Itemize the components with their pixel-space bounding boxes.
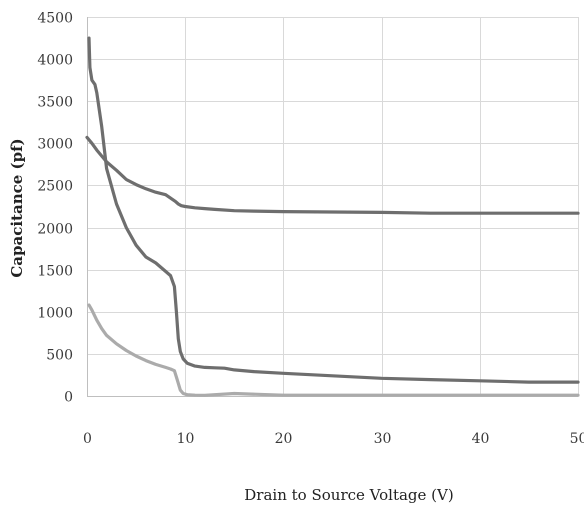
y-tick-label: 1000 — [37, 306, 73, 322]
tick-labels: 0 500 1000 1500 2000 2500 3000 3500 4000 4500 0 10 2… — [37, 11, 584, 448]
series-line-1 — [85, 135, 580, 215]
y-tick-label: 0 — [64, 390, 73, 406]
grid — [87, 17, 579, 396]
y-tick-label: 500 — [46, 348, 73, 364]
y-tick-label: 3500 — [37, 95, 73, 111]
y-tick-label: 4000 — [37, 53, 73, 69]
y-tick-label: 4500 — [37, 11, 73, 27]
x-tick-label: 20 — [275, 431, 293, 447]
x-tick-label: 30 — [374, 431, 392, 447]
series-line-3 — [87, 303, 580, 397]
y-tick-label: 3000 — [37, 137, 73, 153]
x-tick-label: 10 — [177, 431, 195, 447]
series-lines — [85, 36, 580, 397]
y-tick-label: 2500 — [37, 179, 73, 195]
series-line-2 — [87, 36, 580, 384]
y-tick-label: 1500 — [37, 264, 73, 280]
y-axis-title: Capacitance (pf) — [8, 138, 26, 277]
x-axis-title: Drain to Source Voltage (V) — [244, 486, 453, 504]
x-tick-label: 0 — [83, 431, 92, 447]
axes — [87, 17, 578, 397]
y-tick-label: 2000 — [37, 222, 73, 238]
x-tick-label: 40 — [472, 431, 490, 447]
x-tick-label: 50 — [570, 431, 584, 447]
